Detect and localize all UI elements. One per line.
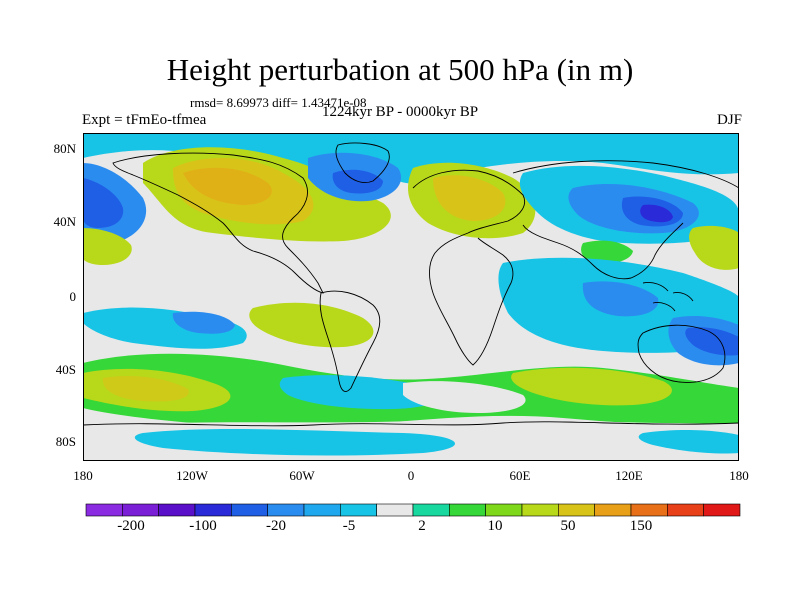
map-frame [83, 133, 739, 461]
contour-region [249, 302, 374, 348]
colorbar-box [231, 503, 268, 517]
contour-region [83, 133, 739, 184]
colorbar-box [521, 503, 559, 517]
colorbar-label: -5 [342, 518, 356, 534]
colorbar-label: 150 [629, 518, 653, 534]
y-tick-label: 40N [53, 214, 76, 229]
colorbar-box [85, 503, 123, 517]
colorbar-box [558, 503, 595, 517]
y-tick-label: 40S [55, 362, 76, 377]
contour-region [581, 240, 633, 264]
colorbar-label: -100 [189, 518, 217, 534]
colorbar-box [122, 503, 159, 517]
season-label: DJF [716, 112, 742, 128]
contour-region [172, 311, 235, 334]
colorbar-box [412, 503, 450, 517]
contour-region [640, 204, 673, 223]
contour-region [83, 178, 124, 228]
contour-region [279, 375, 441, 410]
contour-region [638, 429, 739, 454]
colorbar-box [485, 503, 523, 517]
colorbar-box [630, 503, 668, 517]
colorbar-box [267, 503, 305, 517]
colorbar-box [449, 503, 486, 517]
x-tick-label: 120E [615, 468, 643, 483]
height-perturbation-map [83, 133, 739, 461]
contour-region [685, 327, 739, 356]
contour-region [689, 225, 739, 270]
x-tick-label: 180 [73, 468, 93, 483]
contour-region [134, 428, 456, 456]
colorbar-label: -200 [117, 518, 145, 534]
x-tick-label: 60W [289, 468, 315, 483]
time-range-subtitle: 1224kyr BP - 0000kyr BP [321, 104, 479, 120]
y-tick-label: 0 [69, 289, 77, 304]
contour-region [183, 167, 272, 205]
colorbar [85, 503, 741, 517]
x-tick-label: 180 [729, 468, 749, 483]
colorbar-label: -20 [266, 518, 286, 534]
experiment-label: Expt = tFmEo-tfmea [82, 112, 207, 128]
x-tick-label: 60E [509, 468, 531, 483]
colorbar-box [158, 503, 196, 517]
y-tick-label: 80N [53, 141, 76, 156]
contour-region [102, 376, 189, 402]
contour-region [582, 281, 659, 317]
colorbar-box [340, 503, 377, 517]
colorbar-box [703, 503, 741, 517]
contour-region [511, 367, 672, 406]
colorbar-box [376, 503, 414, 517]
colorbar-box [594, 503, 632, 517]
colorbar-label: 10 [487, 518, 503, 534]
contour-region [403, 381, 526, 413]
x-tick-label: 120W [176, 468, 208, 483]
colorbar-label: 2 [418, 518, 426, 534]
colorbar-box [303, 503, 341, 517]
colorbar-label: 50 [560, 518, 576, 534]
y-tick-label: 80S [55, 434, 76, 449]
colorbar-box [194, 503, 232, 517]
stats-label: rmsd= 8.69973 diff= 1.43471e-08 [190, 95, 367, 110]
colorbar-box [667, 503, 704, 517]
x-tick-label: 0 [407, 468, 415, 483]
coastlines [83, 142, 739, 427]
plot-title: Height perturbation at 500 hPa (in m) [166, 52, 634, 87]
contour-region [433, 175, 506, 221]
contour-region [83, 228, 132, 265]
